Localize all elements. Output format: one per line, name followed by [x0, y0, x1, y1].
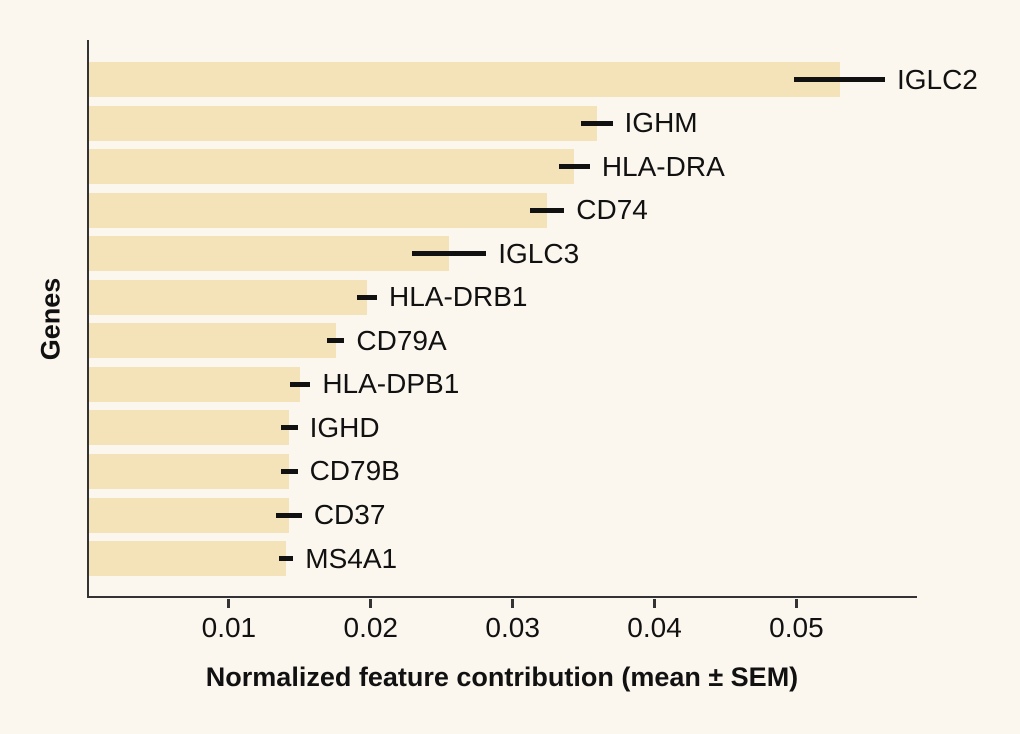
error-bar: [794, 77, 885, 82]
x-tick-label: 0.04: [627, 612, 682, 643]
plot-area: IGLC2 IGHM HLA-DRA CD74 IGLC3 HLA-DRB1 CD79A HL…: [87, 40, 978, 598]
x-tick: [227, 599, 231, 608]
gene-label: IGHD: [309, 411, 380, 443]
gene-label: HLA-DRB1: [389, 281, 528, 313]
x-tick: [369, 599, 373, 608]
bar: [89, 279, 368, 315]
bar: [89, 541, 287, 577]
gene-label: IGLC3: [498, 237, 580, 269]
bar: [89, 236, 450, 272]
bar: [89, 62, 840, 97]
gene-label: CD74: [576, 194, 648, 226]
bar: [89, 105, 597, 141]
error-bar: [357, 294, 377, 300]
gene-label: HLA-DRA: [601, 150, 725, 182]
error-bar: [558, 164, 590, 170]
x-tick-label: 0.05: [769, 612, 824, 643]
gene-label: HLA-DPB1: [322, 368, 460, 400]
error-bar: [280, 468, 298, 474]
gene-label: IGLC2: [896, 63, 978, 95]
x-axis-label: Normalized feature contribution (mean ± …: [205, 662, 799, 692]
error-bar: [280, 425, 298, 431]
error-bar: [290, 381, 311, 387]
bar: [89, 497, 290, 533]
bar: [89, 192, 548, 228]
x-tick-label: 0.03: [485, 612, 540, 643]
gene-label: CD79B: [309, 455, 400, 487]
bar: [89, 453, 290, 489]
gene-label: CD37: [313, 499, 386, 530]
x-tick: [511, 599, 515, 608]
bar: [89, 149, 575, 185]
y-axis-label: Genes: [35, 277, 66, 361]
gene-label: CD79A: [356, 324, 447, 356]
x-tick: [794, 599, 798, 608]
bar: [89, 366, 301, 402]
error-bar: [279, 556, 294, 562]
gene-label: MS4A1: [305, 542, 398, 574]
error-bar: [412, 251, 487, 257]
gene-label: IGHM: [624, 107, 698, 139]
x-tick: [653, 599, 657, 608]
error-bar: [327, 338, 345, 344]
bar: [89, 410, 290, 446]
error-bar: [276, 512, 302, 518]
error-bar: [530, 207, 565, 213]
error-bar: [581, 120, 613, 126]
bar: [89, 323, 336, 359]
x-tick-label: 0.02: [343, 612, 399, 643]
x-tick-label: 0.01: [201, 612, 257, 643]
